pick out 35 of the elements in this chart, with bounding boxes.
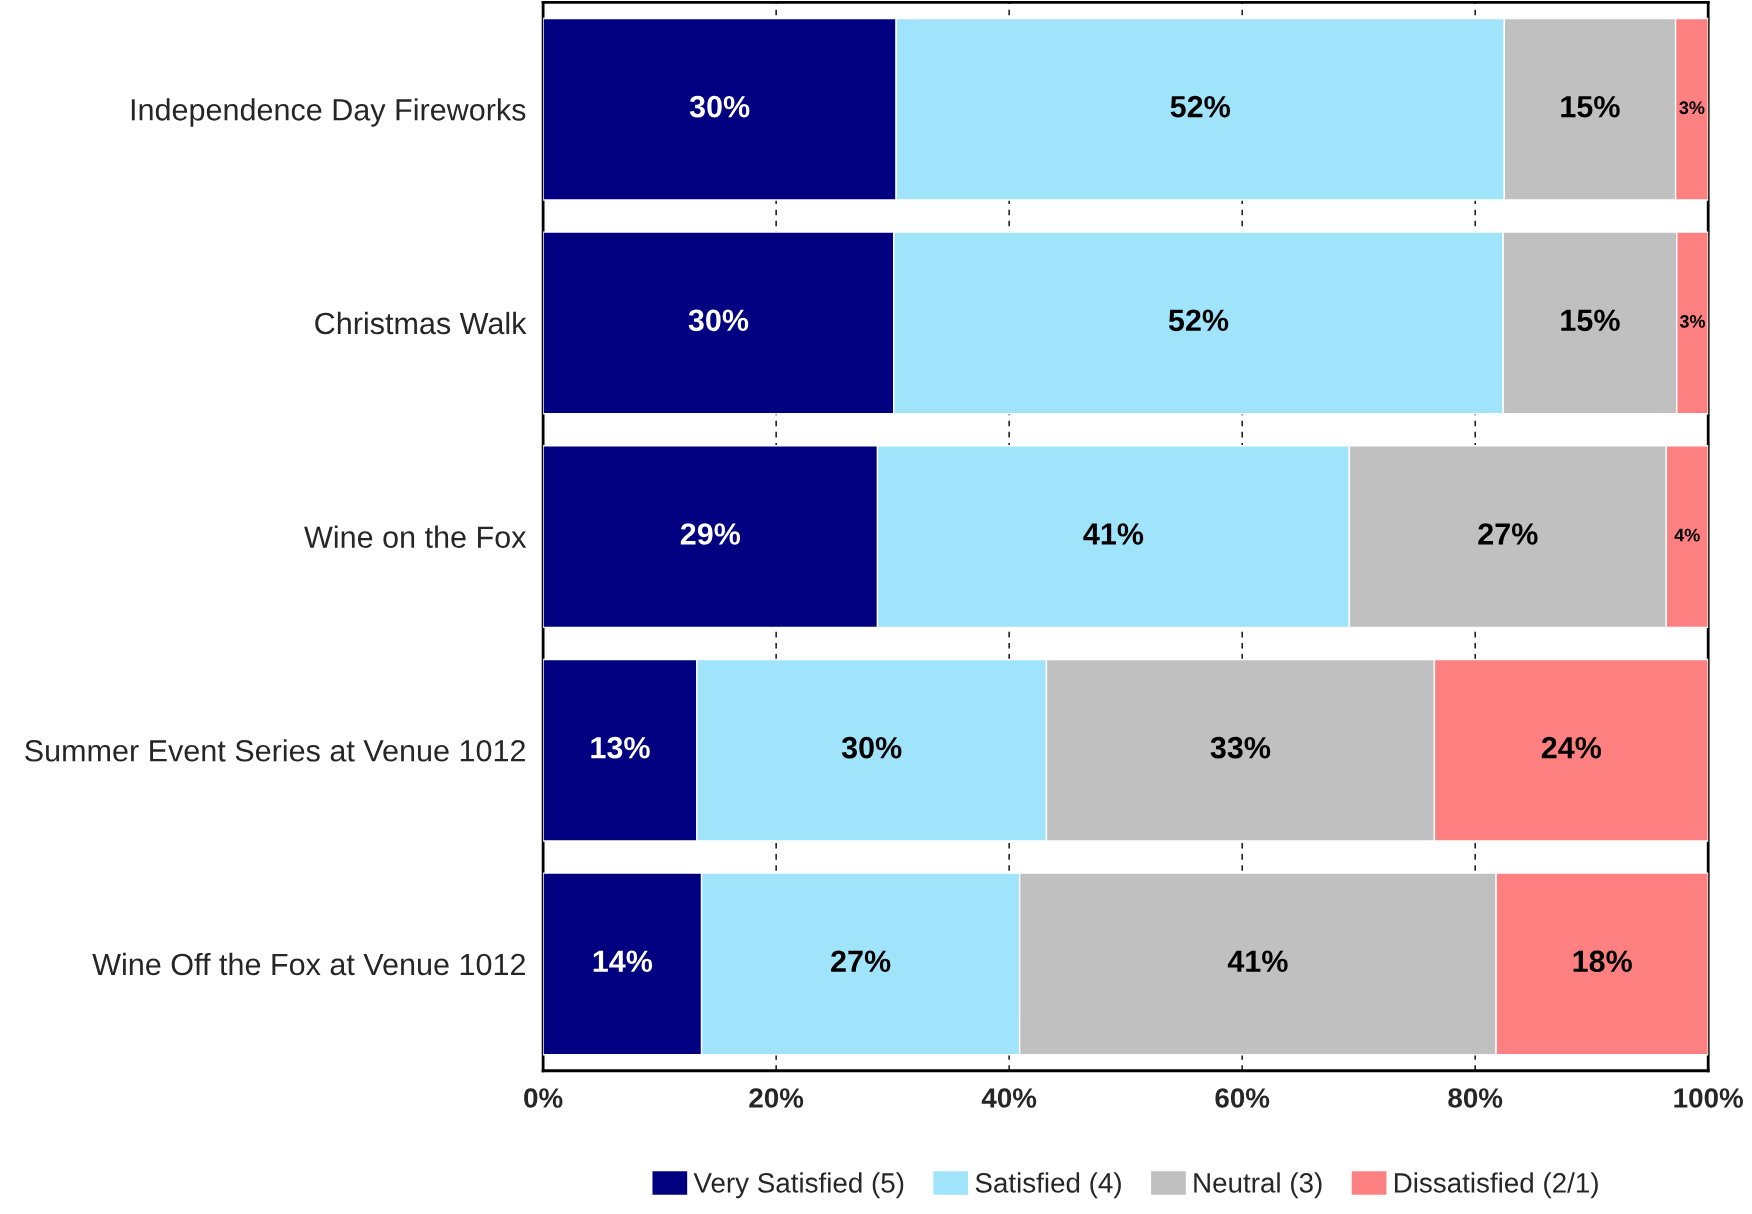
data-label: 33% [1210,736,1271,759]
data-label: 3% [1679,314,1706,328]
data-label: 52% [1168,309,1229,332]
x-tick-label: 60% [1215,1088,1270,1108]
data-label: 30% [841,736,902,759]
x-tick-label: 0% [524,1088,563,1108]
data-label: 24% [1541,736,1602,759]
data-label: 41% [1083,523,1144,545]
data-label: 15% [1561,309,1620,332]
y-tick-label: Wine Off the Fox at Venue 1012 [92,952,525,976]
data-label: 27% [831,950,891,973]
x-tick-label: 40% [981,1088,1037,1108]
data-label: 3% [1679,101,1705,115]
y-tick-label: Independence Day Fireworks [131,98,526,127]
data-label: 18% [1573,950,1632,973]
data-label: 15% [1561,95,1620,118]
x-tick-label: 20% [749,1088,804,1108]
x-tick-label: 100% [1674,1088,1743,1108]
data-label: 30% [689,95,750,118]
data-label: 13% [591,736,650,759]
legend-label: Very Satisfied (5) [693,1172,904,1199]
data-label: 27% [1478,523,1538,545]
data-label: 30% [688,309,749,332]
data-label: 52% [1170,95,1230,118]
legend-label: Satisfied (4) [975,1172,1121,1199]
y-tick-label: Christmas Walk [315,311,527,335]
data-label: 14% [593,950,653,973]
y-tick-label: Wine on the Fox [304,525,527,548]
legend-label: Dissatisfied (2/1) [1394,1172,1598,1199]
legend-label: Neutral (3) [1194,1172,1322,1199]
data-label: 41% [1227,950,1288,973]
y-tick-label: Summer Event Series at Venue 1012 [25,739,525,762]
data-label: 4% [1674,528,1700,542]
x-tick-label: 80% [1448,1088,1503,1108]
data-label: 29% [680,523,741,545]
